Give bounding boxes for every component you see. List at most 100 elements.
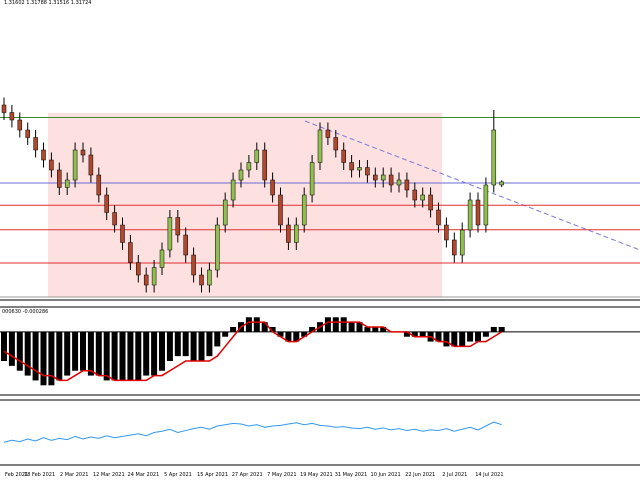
x-tick-label: Feb 2021 <box>5 472 28 478</box>
macd-bar <box>48 331 55 386</box>
macd-bar <box>206 331 213 357</box>
candle-body <box>404 179 410 191</box>
candle-body <box>96 174 102 196</box>
macd-bar <box>475 331 481 342</box>
candle-body <box>380 174 386 181</box>
macd-bar <box>340 317 347 332</box>
candle-body <box>388 174 394 186</box>
macd-signal <box>3 321 503 382</box>
macd-bar <box>285 331 292 342</box>
candle-body <box>459 229 465 256</box>
macd-bar <box>174 331 181 357</box>
candle-body <box>428 194 433 211</box>
macd-bar <box>111 331 118 381</box>
macd-bar <box>159 331 165 371</box>
macd-bar <box>372 327 379 332</box>
x-tick-label: 2 Mar 2021 <box>60 472 89 478</box>
x-tick-label: 18 Feb 2021 <box>24 472 55 478</box>
candle-body <box>167 217 173 251</box>
candle-body <box>436 209 441 226</box>
macd-bar <box>166 331 173 361</box>
macd-bar <box>403 331 410 337</box>
macd-bar <box>135 331 142 381</box>
candle-body <box>341 149 346 163</box>
candle-body <box>491 129 497 186</box>
macd-bar <box>419 331 426 337</box>
macd-bar <box>348 322 355 332</box>
candle-body <box>365 167 370 176</box>
candle-body <box>325 129 331 138</box>
macd-bar <box>443 331 450 347</box>
macd-bar <box>214 331 221 347</box>
candle-body <box>25 129 30 138</box>
macd-bar <box>40 331 47 386</box>
candle-body <box>396 179 402 186</box>
macd-bar <box>411 331 418 337</box>
macd-bar <box>451 331 458 347</box>
macd-bar <box>324 317 331 332</box>
candle-body <box>41 149 46 161</box>
macd-bar <box>8 331 15 366</box>
candle-body <box>373 174 378 181</box>
candle-body <box>175 217 181 236</box>
macd-bar <box>364 327 371 332</box>
trend-line <box>304 120 640 251</box>
candle-body <box>444 224 449 241</box>
macd-bar <box>435 331 442 342</box>
macd-bar <box>24 331 31 376</box>
macd-label: 000630 -0.000286 <box>2 309 48 315</box>
candle-body <box>270 179 275 196</box>
candle-body <box>238 169 244 181</box>
candle-body <box>159 249 165 268</box>
candle-body <box>128 242 133 263</box>
macd-bar <box>80 331 86 371</box>
candle-body <box>104 194 109 213</box>
macd-bar <box>95 331 102 376</box>
x-tick-label: 10 Jun 2021 <box>371 472 401 478</box>
macd-bar <box>1 331 7 361</box>
macd-bar <box>482 331 489 337</box>
macd-bar <box>64 331 71 376</box>
header-label: 1.31602 1.31788 1.31516 1.31724 <box>4 0 91 6</box>
macd-bar <box>467 331 474 342</box>
macd-bar <box>245 317 252 332</box>
candle-body <box>262 149 267 181</box>
macd-bar <box>269 327 276 332</box>
candle-body <box>420 194 425 201</box>
candle-body <box>254 149 260 163</box>
macd-bar <box>490 327 497 332</box>
candle-body <box>64 179 70 188</box>
macd-bar <box>498 327 505 332</box>
candle-body <box>246 162 252 171</box>
candle-body <box>412 189 418 201</box>
candle-body <box>1 104 7 113</box>
x-tick-label: 7 May 2021 <box>267 472 296 478</box>
macd-bar <box>261 322 268 332</box>
macd-bar <box>309 327 316 332</box>
macd-bar <box>103 331 110 381</box>
candle-body <box>278 194 283 226</box>
candle-body <box>9 112 15 121</box>
x-tick-label: 24 Mar 2021 <box>128 472 160 478</box>
macd-bar <box>72 331 79 371</box>
candle-body <box>475 199 481 226</box>
x-tick-label: 2 Jul 2021 <box>442 472 467 478</box>
macd-bar <box>87 331 94 376</box>
candle-body <box>136 262 141 276</box>
candle-body <box>309 162 315 196</box>
macd-bar <box>151 331 158 376</box>
x-tick-label: 27 Apr 2021 <box>232 472 263 478</box>
candle-body <box>452 239 457 256</box>
macd-bar <box>182 331 189 357</box>
x-tick-label: 14 Jul 2021 <box>475 472 503 478</box>
macd-bar <box>32 331 39 381</box>
candle-body <box>349 162 354 171</box>
macd-bar <box>16 331 23 371</box>
candle-body <box>183 234 188 256</box>
oscillator-line <box>3 421 502 443</box>
macd-bar <box>143 331 150 376</box>
macd-bar <box>356 322 363 332</box>
candle-body <box>88 154 94 176</box>
candle-body <box>483 184 489 226</box>
